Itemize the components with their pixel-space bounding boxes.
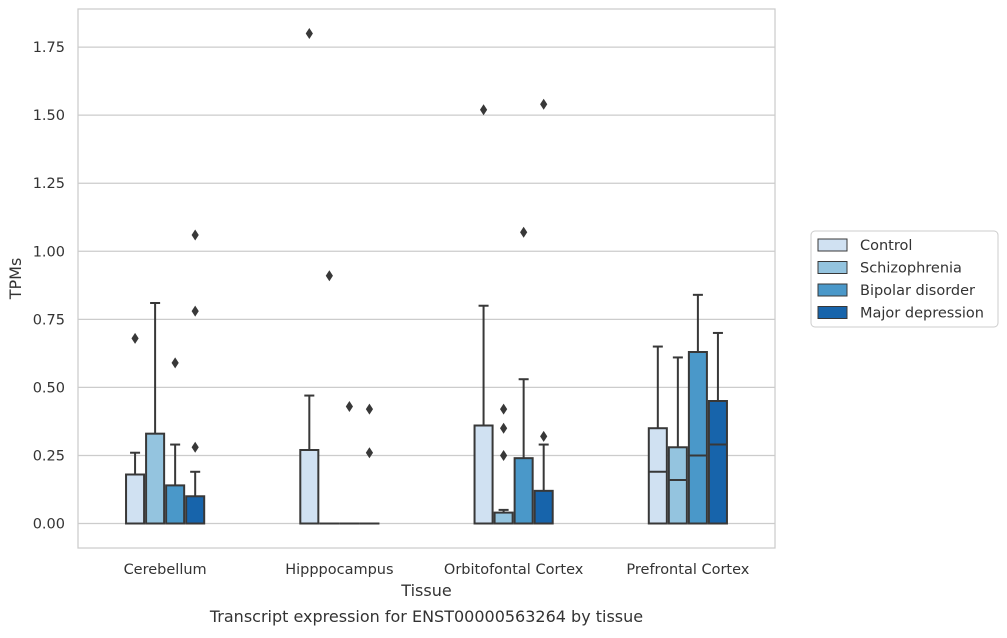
box-bipolar-disorder — [515, 227, 533, 524]
legend-label: Schizophrenia — [860, 261, 962, 277]
y-tick-label: 0.75 — [33, 312, 65, 328]
box-schizophrenia — [495, 404, 513, 524]
outlier-point — [306, 28, 313, 39]
x-tick-label: Orbitofontal Cortex — [444, 562, 584, 578]
box-major-depression — [186, 229, 204, 523]
outlier-point — [366, 447, 373, 458]
outlier-point — [500, 450, 507, 461]
box — [475, 426, 493, 524]
box — [126, 475, 144, 524]
box-schizophrenia — [146, 303, 164, 524]
outlier-point — [192, 229, 199, 240]
box-major-depression — [709, 333, 727, 524]
box-control — [300, 28, 318, 524]
x-axis-label: Tissue — [400, 581, 451, 600]
y-tick-label: 0.50 — [33, 380, 65, 396]
box-schizophrenia — [669, 357, 687, 523]
outlier-point — [500, 404, 507, 415]
legend-swatch — [818, 239, 847, 251]
legend-label: Bipolar disorder — [860, 283, 975, 299]
legend-swatch — [818, 284, 847, 296]
x-axis-ticks: Cerebellum Hipppocampus Orbitofontal Corte… — [124, 562, 750, 578]
chart-caption: Transcript expression for ENST0000056326… — [209, 607, 643, 626]
box-schizophrenia — [320, 270, 338, 523]
outlier-point — [500, 423, 507, 434]
box-bipolar-disorder — [166, 357, 184, 523]
x-tick-label: Prefrontal Cortex — [626, 562, 749, 578]
outlier-point — [192, 442, 199, 453]
legend-swatch — [818, 307, 847, 319]
box — [166, 485, 184, 523]
box — [649, 428, 667, 523]
plot-marks — [126, 28, 727, 524]
legend-label: Major depression — [860, 306, 984, 322]
y-tick-label: 1.25 — [33, 176, 65, 192]
legend-swatch — [818, 262, 847, 274]
box-bipolar-disorder — [689, 295, 707, 524]
y-tick-label: 0.00 — [33, 517, 65, 533]
outlier-point — [540, 99, 547, 110]
box-control — [649, 347, 667, 524]
y-axis-label: TPMs — [6, 258, 25, 301]
box — [689, 352, 707, 524]
box — [186, 496, 204, 523]
x-tick-label: Hipppocampus — [285, 562, 393, 578]
box — [495, 513, 513, 524]
box-major-depression — [360, 404, 378, 524]
y-tick-label: 1.50 — [33, 108, 65, 124]
legend: Control Schizophrenia Bipolar disorder Majo… — [811, 231, 998, 327]
outlier-point — [326, 270, 333, 281]
y-tick-label: 1.75 — [33, 40, 65, 56]
outlier-point — [540, 431, 547, 442]
box — [709, 401, 727, 524]
box-control — [126, 333, 144, 524]
outlier-point — [346, 401, 353, 412]
outlier-point — [480, 104, 487, 115]
box-major-depression — [535, 99, 553, 524]
box-control — [475, 104, 493, 523]
y-tick-label: 1.00 — [33, 244, 65, 260]
outlier-point — [172, 357, 179, 368]
outlier-point — [366, 404, 373, 415]
outlier-point — [192, 306, 199, 317]
outlier-point — [131, 333, 138, 344]
box — [669, 447, 687, 523]
y-tick-label: 0.25 — [33, 448, 65, 464]
box — [146, 434, 164, 524]
box — [535, 491, 553, 524]
box-bipolar-disorder — [340, 401, 358, 524]
box — [300, 450, 318, 524]
outlier-point — [520, 227, 527, 238]
legend-label: Control — [860, 238, 912, 254]
box — [515, 458, 533, 523]
x-tick-label: Cerebellum — [124, 562, 207, 578]
y-axis-ticks: 0.00 0.25 0.50 0.75 1.00 1.25 1.50 1.75 — [33, 40, 65, 532]
